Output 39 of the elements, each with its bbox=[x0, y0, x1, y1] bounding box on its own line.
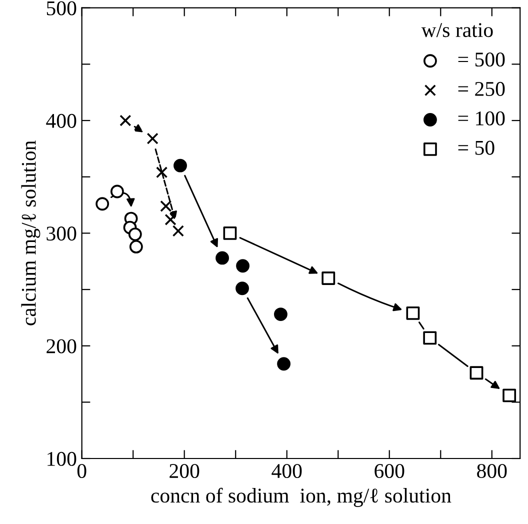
x-tick-label: 400 bbox=[272, 464, 302, 478]
point bbox=[120, 114, 132, 126]
point bbox=[277, 357, 291, 371]
x-tick-label: 600 bbox=[374, 464, 404, 478]
point bbox=[160, 200, 172, 212]
point bbox=[236, 282, 249, 296]
point bbox=[470, 366, 484, 380]
point bbox=[406, 306, 420, 320]
point bbox=[274, 308, 288, 322]
point bbox=[146, 132, 158, 144]
y-tick-label: 300 bbox=[46, 226, 76, 241]
point bbox=[129, 240, 143, 254]
point bbox=[96, 197, 110, 211]
x-tick-label: 0 bbox=[77, 464, 86, 478]
point bbox=[164, 214, 176, 226]
y-tick-label: 200 bbox=[46, 339, 76, 354]
legend-label: = 500 bbox=[458, 52, 505, 67]
point bbox=[128, 228, 142, 242]
y-tick-label: 500 bbox=[46, 1, 76, 16]
y-tick-label: 400 bbox=[46, 114, 76, 128]
legend-label: = 50 bbox=[458, 140, 494, 155]
point bbox=[223, 226, 237, 240]
point bbox=[174, 158, 187, 172]
point bbox=[502, 388, 516, 402]
point bbox=[322, 272, 336, 285]
x-axis-title: concn of sodium ion, mg/ℓ solution bbox=[151, 488, 452, 507]
y-tick-label: 100 bbox=[48, 452, 76, 466]
legend-title: w/s ratio bbox=[421, 23, 493, 38]
x-tick-label: 800 bbox=[477, 464, 507, 478]
legend-label: = 250 bbox=[458, 82, 505, 96]
point bbox=[236, 259, 250, 273]
x-tick-label: 200 bbox=[170, 464, 200, 478]
point bbox=[216, 251, 229, 265]
legend-label: = 100 bbox=[458, 111, 505, 126]
point bbox=[423, 331, 437, 345]
point bbox=[156, 166, 168, 178]
point bbox=[110, 184, 124, 198]
y-axis-title: calcium mg/ℓ solution bbox=[21, 140, 40, 326]
point bbox=[172, 225, 184, 237]
